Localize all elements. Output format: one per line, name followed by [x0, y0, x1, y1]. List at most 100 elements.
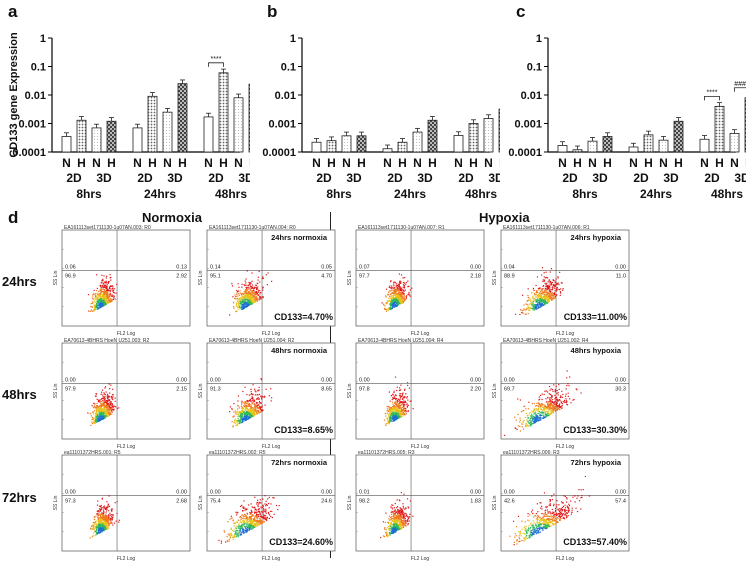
- flow-event: [542, 281, 543, 282]
- flow-event: [403, 291, 404, 292]
- flow-event: [545, 406, 546, 407]
- flow-event: [542, 405, 543, 406]
- flow-event: [555, 284, 556, 285]
- flow-event: [107, 506, 108, 507]
- flow-event: [400, 295, 401, 296]
- flow-event: [390, 401, 391, 402]
- flow-event: [239, 423, 240, 424]
- flow-event: [540, 419, 541, 420]
- flow-event: [541, 404, 542, 405]
- flow-event: [552, 389, 553, 390]
- flow-event: [547, 299, 548, 300]
- bar: [357, 136, 366, 152]
- flow-event: [249, 304, 250, 305]
- flow-event: [107, 289, 108, 290]
- flow-event: [96, 520, 97, 521]
- flow-event: [92, 310, 93, 311]
- flow-event: [238, 406, 239, 407]
- flow-condition-label: 24hrs hypoxia: [571, 233, 622, 242]
- culture-label: 2D: [704, 171, 720, 185]
- flow-event: [401, 302, 402, 303]
- flow-event: [91, 415, 92, 416]
- flow-event: [562, 397, 563, 398]
- flow-event: [93, 310, 94, 311]
- flow-event: [403, 293, 404, 294]
- flow-event: [114, 523, 115, 524]
- flow-event: [547, 391, 548, 392]
- flow-event: [528, 307, 529, 308]
- flow-event: [239, 421, 240, 422]
- culture-label: 3D: [167, 171, 183, 185]
- flow-event: [100, 292, 101, 293]
- flow-event: [558, 399, 559, 400]
- flow-event: [104, 289, 105, 290]
- flow-event: [92, 307, 93, 308]
- flow-event: [534, 309, 535, 310]
- flow-event: [247, 408, 248, 409]
- flow-event: [109, 290, 110, 291]
- flow-event: [255, 410, 256, 411]
- flow-event: [561, 282, 562, 283]
- flow-event: [95, 296, 96, 297]
- flow-event: [105, 400, 106, 401]
- flow-event: [515, 428, 516, 429]
- flow-event: [105, 402, 106, 403]
- flow-event: [536, 403, 537, 404]
- flow-condition-label: 24hrs normoxia: [271, 233, 328, 242]
- flow-event: [390, 308, 391, 309]
- flow-event: [560, 295, 561, 296]
- flow-event: [237, 295, 238, 296]
- flow-event: [252, 384, 253, 385]
- flow-event: [533, 288, 534, 289]
- flow-event: [395, 414, 396, 415]
- flow-event: [245, 416, 246, 417]
- flow-event: [402, 398, 403, 399]
- flow-event: [103, 275, 104, 276]
- group-label: 24hrs: [144, 187, 176, 201]
- flow-event: [108, 515, 109, 516]
- flow-event: [246, 418, 247, 419]
- flow-event: [392, 402, 393, 403]
- flow-event: [242, 296, 243, 297]
- quadrant-value: 30.3: [615, 386, 626, 392]
- flow-event: [535, 421, 536, 422]
- flow-event: [537, 413, 538, 414]
- flow-event: [404, 299, 405, 300]
- flow-event: [552, 282, 553, 283]
- flow-event: [101, 298, 102, 299]
- flow-event: [105, 515, 106, 516]
- flow-event: [540, 304, 541, 305]
- flow-event: [397, 417, 398, 418]
- flow-event: [544, 304, 545, 305]
- flow-event: [554, 285, 555, 286]
- flow-event: [236, 306, 237, 307]
- flow-event: [390, 301, 391, 302]
- flow-event: [396, 398, 397, 399]
- flow-event: [405, 414, 406, 415]
- flow-event: [520, 430, 521, 431]
- flow-event: [557, 276, 558, 277]
- flow-event: [534, 403, 535, 404]
- flow-event: [394, 302, 395, 303]
- bar: [342, 136, 351, 152]
- flow-event: [549, 393, 550, 394]
- flow-event: [249, 404, 250, 405]
- flow-event: [91, 405, 92, 406]
- y-tick-label: 0.01: [275, 90, 296, 102]
- flow-event: [545, 272, 546, 273]
- flow-event: [260, 412, 261, 413]
- flow-event: [538, 399, 539, 400]
- flow-event: [250, 404, 251, 405]
- flow-event: [407, 385, 408, 386]
- flow-event: [257, 398, 258, 399]
- flow-event: [395, 416, 396, 417]
- flow-event: [537, 295, 538, 296]
- flow-event: [410, 296, 411, 297]
- flow-event: [403, 414, 404, 415]
- flow-event: [98, 302, 99, 303]
- bar: [588, 141, 597, 152]
- flow-event: [541, 300, 542, 301]
- flow-event: [542, 414, 543, 415]
- flow-event: [396, 290, 397, 291]
